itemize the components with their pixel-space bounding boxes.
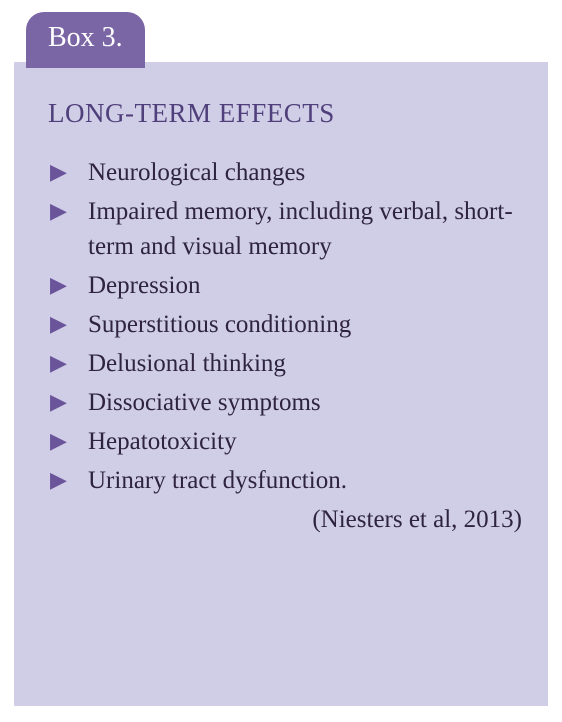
box-tab: Box 3. xyxy=(26,12,145,68)
list-item-text: Urinary tract dysfunction. xyxy=(88,467,347,494)
box-container: Box 3. LONG-TERM EFFECTS ▶ Neurological … xyxy=(0,0,562,722)
list-item: ▶ Hepatotoxicity xyxy=(48,424,524,459)
list-item-text: Neurological changes xyxy=(88,159,305,186)
list-item: ▶ Superstitious conditioning xyxy=(48,307,524,342)
list-item: ▶ Delusional thinking xyxy=(48,346,524,381)
list-item-text: Hepatotoxicity xyxy=(88,428,237,455)
list-item: ▶ Urinary tract dysfunction. xyxy=(48,463,524,498)
citation-text: (Niesters et al, 2013) xyxy=(42,506,524,534)
triangle-bullet-icon: ▶ xyxy=(50,349,67,378)
effects-list: ▶ Neurological changes ▶ Impaired memory… xyxy=(42,155,524,498)
list-item: ▶ Depression xyxy=(48,268,524,303)
triangle-bullet-icon: ▶ xyxy=(50,197,67,226)
box-panel: LONG-TERM EFFECTS ▶ Neurological changes… xyxy=(14,62,548,706)
box-tab-label: Box 3. xyxy=(48,22,123,53)
triangle-bullet-icon: ▶ xyxy=(50,271,67,300)
triangle-bullet-icon: ▶ xyxy=(50,427,67,456)
list-item-text: Impaired memory, including verbal, short… xyxy=(88,198,513,260)
triangle-bullet-icon: ▶ xyxy=(50,310,67,339)
list-item-text: Delusional thinking xyxy=(88,350,286,377)
list-item-text: Dissociative symptoms xyxy=(88,389,321,416)
list-item-text: Depression xyxy=(88,272,200,299)
list-item: ▶ Dissociative symptoms xyxy=(48,385,524,420)
triangle-bullet-icon: ▶ xyxy=(50,388,67,417)
list-item-text: Superstitious conditioning xyxy=(88,311,351,338)
list-item: ▶ Impaired memory, including verbal, sho… xyxy=(48,194,524,264)
list-item: ▶ Neurological changes xyxy=(48,155,524,190)
box-heading: LONG-TERM EFFECTS xyxy=(48,98,524,129)
triangle-bullet-icon: ▶ xyxy=(50,466,67,495)
triangle-bullet-icon: ▶ xyxy=(50,158,67,187)
